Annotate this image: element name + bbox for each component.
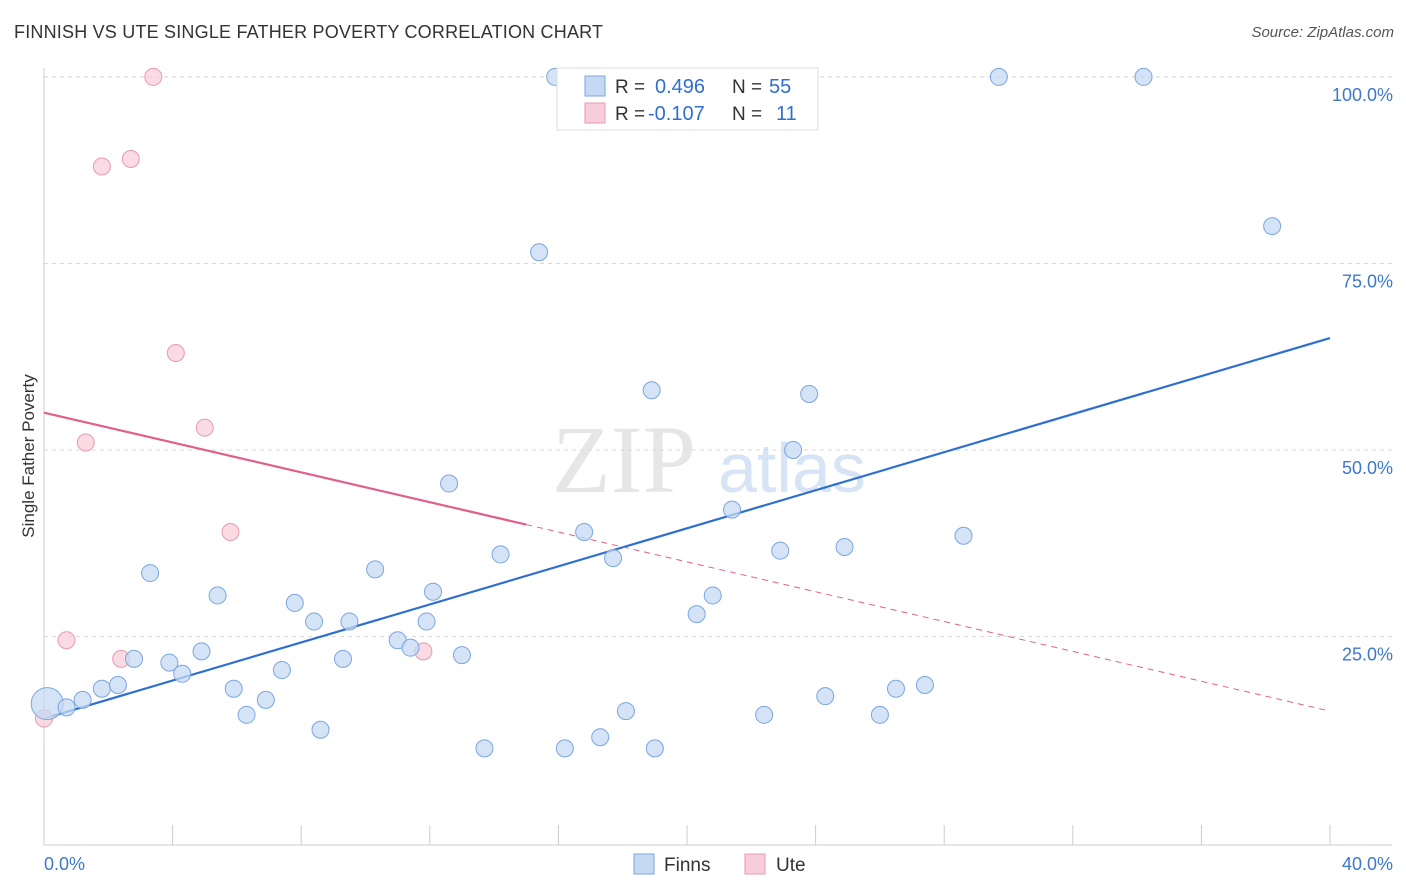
bottom-legend-label-ute: Ute (776, 855, 806, 876)
point-finns (92, 679, 111, 698)
legend-r-label-finns: R = (615, 77, 645, 98)
point-ute (144, 67, 163, 86)
point-finns (192, 642, 211, 661)
point-finns (989, 67, 1008, 86)
x-tick-label-min: 0.0% (44, 854, 85, 874)
point-finns (703, 586, 722, 605)
point-finns (366, 560, 385, 579)
point-finns (835, 537, 854, 556)
y-tick-label-50: 50.0% (1342, 458, 1393, 478)
y-tick-label-25: 25.0% (1342, 644, 1393, 664)
point-finns (256, 690, 275, 709)
point-finns (475, 739, 494, 758)
point-finns (237, 705, 256, 724)
point-finns (591, 728, 610, 747)
point-finns (73, 690, 92, 709)
bottom-legend-label-finns: Finns (664, 855, 710, 876)
point-finns (642, 381, 661, 400)
point-ute (121, 149, 140, 168)
point-ute (166, 343, 185, 362)
point-finns (555, 739, 574, 758)
point-finns (272, 661, 291, 680)
point-finns (870, 705, 889, 724)
point-finns (440, 474, 459, 493)
legend-n-value-ute: 11 (776, 103, 797, 125)
chart-title: FINNISH VS UTE SINGLE FATHER POVERTY COR… (14, 22, 604, 42)
point-finns (108, 675, 127, 694)
y-tick-label-100: 100.0% (1332, 85, 1393, 105)
trend-line-finns (43, 336, 1331, 720)
point-finns (886, 679, 905, 698)
point-finns (755, 705, 774, 724)
y-tick-label-75: 75.0% (1342, 271, 1393, 291)
trend-line-ute (43, 411, 527, 526)
source-label: Source: ZipAtlas.com (1251, 24, 1394, 41)
point-ute (92, 157, 111, 176)
point-finns (784, 440, 803, 459)
point-finns (305, 612, 324, 631)
point-finns (1134, 67, 1153, 86)
bottom-legend: Finns Ute (633, 853, 806, 876)
bottom-legend-swatch-finns (633, 853, 655, 875)
point-finns (575, 523, 594, 542)
point-finns (491, 545, 510, 564)
point-finns (687, 605, 706, 624)
point-finns (125, 649, 144, 668)
point-finns (160, 653, 179, 672)
point-finns (424, 582, 443, 601)
point-finns (816, 687, 835, 706)
point-finns (530, 243, 549, 262)
point-finns (333, 649, 352, 668)
legend-n-label-finns: N = (732, 77, 762, 98)
legend-r-value-ute: -0.107 (648, 103, 705, 125)
point-finns (208, 586, 227, 605)
point-finns (723, 500, 742, 519)
watermark-atlas: atlas (718, 429, 866, 507)
point-ute (76, 433, 95, 452)
bottom-legend-swatch-ute (744, 853, 766, 875)
legend-swatch-ute (584, 102, 606, 124)
tick-labels: 25.0% 50.0% 75.0% 100.0% 0.0% 40.0% (44, 85, 1393, 874)
point-finns (224, 679, 243, 698)
legend-swatch-finns (584, 75, 606, 97)
trend-lines (43, 336, 1331, 720)
y-axis-label: Single Father Poverty (19, 374, 38, 538)
grid-lines (44, 76, 1392, 637)
point-finns (57, 698, 76, 717)
x-tick-label-max: 40.0% (1342, 854, 1393, 874)
point-finns (645, 739, 664, 758)
point-finns (401, 638, 420, 657)
point-finns (954, 526, 973, 545)
point-finns (915, 675, 934, 694)
point-finns (173, 664, 192, 683)
point-finns (452, 646, 471, 665)
watermark-zip: ZIP (552, 406, 696, 513)
point-finns (417, 612, 436, 631)
point-finns (771, 541, 790, 560)
trend-line-ute-extension (526, 524, 1331, 712)
point-ute (57, 631, 76, 650)
point-finns (340, 612, 359, 631)
legend-r-value-finns: 0.496 (655, 76, 705, 98)
legend-n-value-finns: 55 (769, 76, 791, 98)
point-finns (311, 720, 330, 739)
point-finns (604, 549, 623, 568)
legend-box: R = 0.496 N = 55 R = -0.107 N = 11 (556, 67, 819, 131)
point-ute (221, 523, 240, 542)
point-finns (1263, 217, 1282, 236)
point-finns (285, 593, 304, 612)
point-finns (616, 702, 635, 721)
point-finns (800, 385, 819, 404)
data-points (30, 67, 1282, 758)
point-ute (195, 418, 214, 437)
legend-n-label-ute: N = (732, 104, 762, 125)
point-finns (141, 564, 160, 583)
legend-r-label-ute: R = (615, 104, 645, 125)
